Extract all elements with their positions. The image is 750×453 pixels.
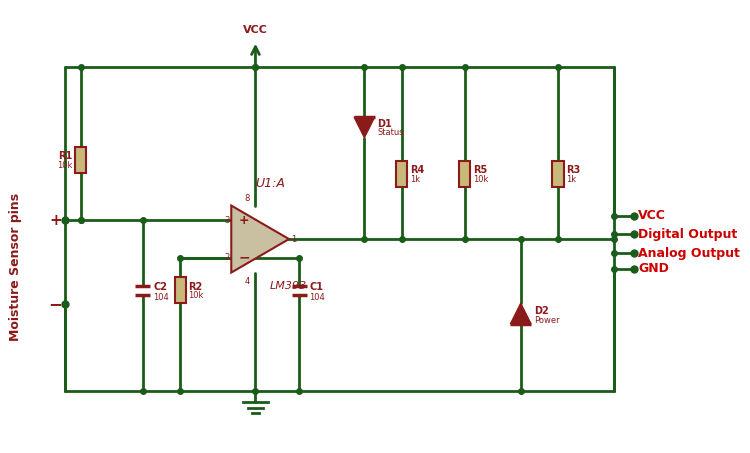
Text: 10k: 10k — [188, 291, 204, 300]
Text: −: − — [49, 295, 62, 313]
Text: U1:A: U1:A — [256, 177, 285, 190]
Text: 4: 4 — [244, 277, 250, 286]
Text: R4: R4 — [410, 165, 424, 175]
Text: 10k: 10k — [473, 175, 489, 184]
Text: R2: R2 — [188, 281, 202, 292]
Bar — [459, 161, 470, 187]
Text: Power: Power — [534, 317, 560, 325]
Text: GND: GND — [638, 262, 669, 275]
Polygon shape — [511, 304, 531, 324]
Text: +: + — [49, 213, 62, 228]
Polygon shape — [354, 117, 374, 138]
Text: LM393: LM393 — [269, 281, 307, 291]
Bar — [553, 161, 563, 187]
Text: 1: 1 — [291, 235, 296, 244]
Text: −: − — [238, 251, 250, 265]
Text: 1k: 1k — [410, 175, 420, 184]
Text: 8: 8 — [244, 193, 250, 202]
Bar — [75, 147, 86, 173]
Text: 1k: 1k — [566, 175, 577, 184]
Text: Analog Output: Analog Output — [638, 246, 740, 260]
Bar — [396, 161, 407, 187]
Text: Status: Status — [377, 129, 404, 137]
Text: 10k: 10k — [57, 161, 72, 170]
Text: C2: C2 — [153, 283, 167, 293]
Text: VCC: VCC — [638, 209, 666, 222]
Text: Digital Output: Digital Output — [638, 228, 737, 241]
Text: C1: C1 — [310, 283, 323, 293]
Text: VCC: VCC — [243, 25, 268, 35]
Text: 104: 104 — [153, 293, 169, 302]
Polygon shape — [231, 206, 289, 273]
Text: R5: R5 — [473, 165, 488, 175]
Text: +: + — [238, 214, 249, 227]
Text: 104: 104 — [310, 293, 326, 302]
Text: 2: 2 — [224, 253, 230, 262]
Text: R1: R1 — [58, 151, 72, 161]
Text: D1: D1 — [377, 119, 392, 129]
Text: R3: R3 — [566, 165, 580, 175]
Bar — [175, 277, 186, 304]
Text: 3: 3 — [224, 216, 230, 225]
Text: Moisture Sensor pins: Moisture Sensor pins — [9, 193, 22, 341]
Text: D2: D2 — [534, 306, 548, 316]
